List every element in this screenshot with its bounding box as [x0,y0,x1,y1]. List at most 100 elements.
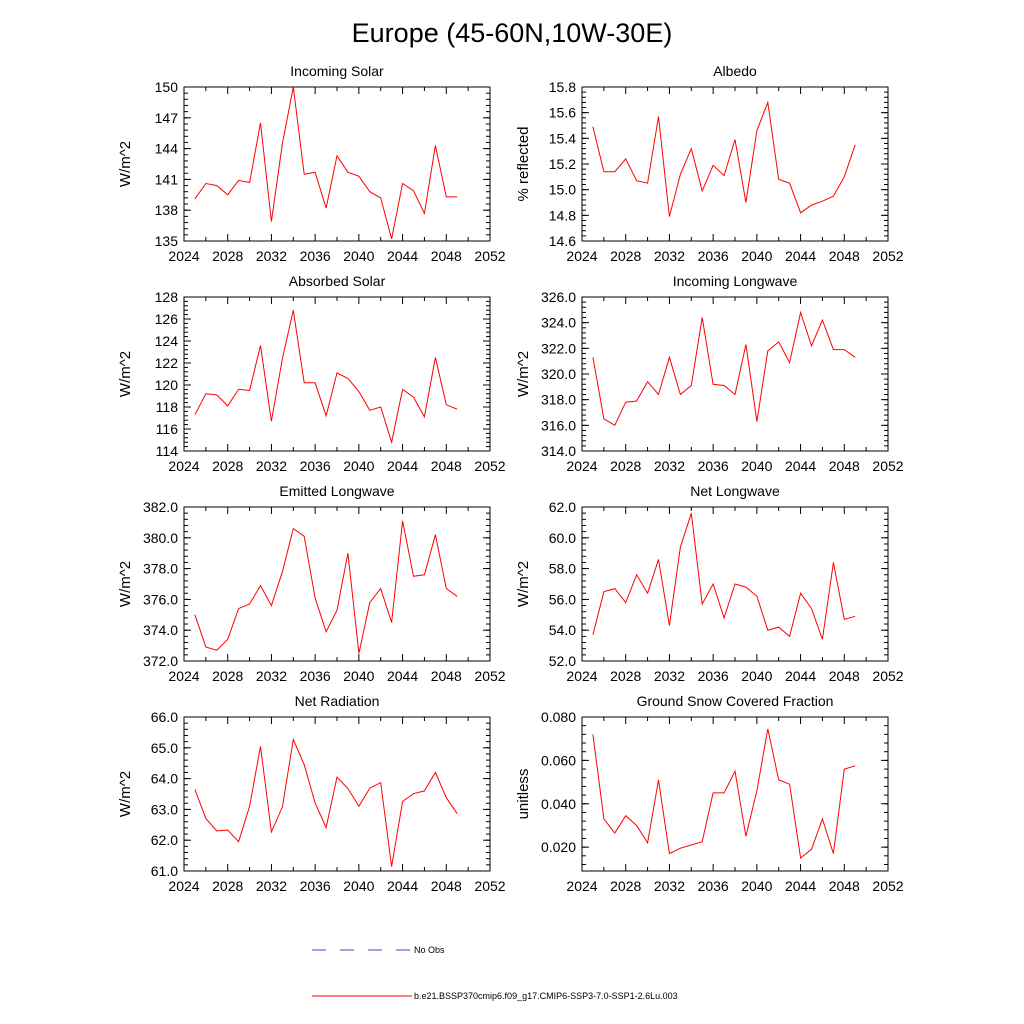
x-tick-label: 2028 [212,248,243,264]
x-tick-label: 2048 [431,668,462,684]
series-line [592,100,856,217]
x-tick-label: 2048 [829,668,860,684]
x-tick-label: 2024 [168,878,199,894]
y-axis-label: W/m^2 [117,141,134,187]
y-tick-label: 15.8 [549,79,576,95]
x-tick-label: 2044 [387,248,418,264]
y-axis-label: W/m^2 [515,561,532,607]
y-tick-label: 63.0 [151,801,178,817]
plot-frame [183,716,491,872]
y-tick-label: 15.4 [549,130,576,146]
series-line [194,520,458,654]
y-axis-label: W/m^2 [117,351,134,397]
y-axis-label: W/m^2 [515,351,532,397]
x-tick-label: 2028 [610,878,641,894]
x-tick-label: 2048 [431,248,462,264]
x-tick-label: 2044 [785,878,816,894]
y-tick-label: 15.0 [549,182,576,198]
chart-panel-3: Absorbed Solar W/m^2 2024 2028 2032 2036 2040 2… [117,273,506,474]
y-tick-label: 58.0 [549,561,576,577]
y-tick-label: 52.0 [549,653,576,669]
x-tick-label: 2052 [872,668,903,684]
y-tick-label: 378.0 [143,561,178,577]
x-tick-label: 2032 [256,248,287,264]
x-tick-label: 2052 [474,878,505,894]
y-tick-label: 374.0 [143,622,178,638]
y-tick-label: 324.0 [541,315,576,331]
x-tick-label: 2044 [785,248,816,264]
chart-title: Albedo [713,63,757,79]
y-tick-label: 14.8 [549,207,576,223]
chart-panel-1: Incoming Solar W/m^2 2024 2028 2032 2036 2040 2… [117,63,506,264]
x-tick-label: 2036 [300,668,331,684]
x-tick-label: 2040 [741,878,772,894]
x-tick-label: 2032 [654,458,685,474]
chart-panel-8: Ground Snow Covered Fraction unitless 2024… [515,693,904,894]
x-tick-label: 2024 [566,248,597,264]
y-axis-label: W/m^2 [117,561,134,607]
y-tick-label: 61.0 [151,863,178,879]
figure-title: Europe (45-60N,10W-30E) [352,18,673,48]
x-tick-label: 2044 [387,878,418,894]
x-tick-label: 2052 [872,458,903,474]
series-line [592,310,856,427]
y-tick-label: 15.6 [549,105,576,121]
chart-title: Net Radiation [295,693,380,709]
x-tick-label: 2036 [698,248,729,264]
x-tick-label: 2024 [168,668,199,684]
y-axis-label: unitless [515,769,532,820]
chart-title: Emitted Longwave [279,483,394,499]
series-line [194,86,458,240]
x-tick-label: 2040 [343,878,374,894]
x-tick-label: 2036 [698,668,729,684]
series-line [194,310,458,445]
y-tick-label: 15.2 [549,156,576,172]
x-tick-label: 2052 [872,248,903,264]
legend: No Obs b.e21.BSSP370cmip6.f09_g17.CMIP6-… [312,945,678,1001]
chart-panel-7: Net Radiation W/m^2 2024 2028 2032 2036 2040 20… [117,693,506,894]
x-tick-label: 2028 [212,458,243,474]
y-tick-label: 314.0 [541,443,576,459]
y-tick-label: 141 [155,171,179,187]
chart-panel-5: Emitted Longwave W/m^2 2024 2028 2032 2036 204… [117,483,506,684]
x-tick-label: 2040 [343,668,374,684]
x-tick-label: 2032 [654,248,685,264]
x-tick-label: 2036 [300,458,331,474]
chart-title: Absorbed Solar [289,273,386,289]
chart-panel-6: Net Longwave W/m^2 2024 2028 2032 2036 2040 204… [515,483,904,684]
y-tick-label: 150 [155,79,179,95]
chart-panel-4: Incoming Longwave W/m^2 2024 2028 2032 2036 20… [515,273,904,474]
x-tick-label: 2040 [741,458,772,474]
y-tick-label: 0.020 [541,839,576,855]
y-tick-label: 120 [155,377,179,393]
chart-title: Net Longwave [690,483,780,499]
y-tick-label: 65.0 [151,740,178,756]
chart-title: Ground Snow Covered Fraction [637,693,834,709]
series-line [194,737,458,867]
y-tick-label: 322.0 [541,340,576,356]
series-line [592,513,856,640]
plot-frame [183,86,491,242]
x-tick-label: 2036 [300,248,331,264]
chart-panel-2: Albedo % reflected 2024 2028 2032 2036 2040 204… [515,63,904,264]
y-tick-label: 144 [155,141,179,157]
x-tick-label: 2028 [610,458,641,474]
y-tick-label: 0.060 [541,752,576,768]
y-tick-label: 382.0 [143,499,178,515]
x-tick-label: 2044 [387,668,418,684]
x-tick-label: 2052 [474,248,505,264]
y-tick-label: 126 [155,311,179,327]
x-tick-label: 2048 [829,458,860,474]
x-tick-label: 2032 [256,458,287,474]
y-tick-label: 0.080 [541,709,576,725]
x-tick-label: 2024 [566,458,597,474]
x-tick-label: 2048 [431,878,462,894]
y-tick-label: 66.0 [151,709,178,725]
y-tick-label: 147 [155,110,179,126]
x-tick-label: 2024 [168,458,199,474]
y-tick-label: 316.0 [541,417,576,433]
y-tick-label: 318.0 [541,392,576,408]
y-tick-label: 138 [155,202,179,218]
y-tick-label: 114 [156,443,179,459]
